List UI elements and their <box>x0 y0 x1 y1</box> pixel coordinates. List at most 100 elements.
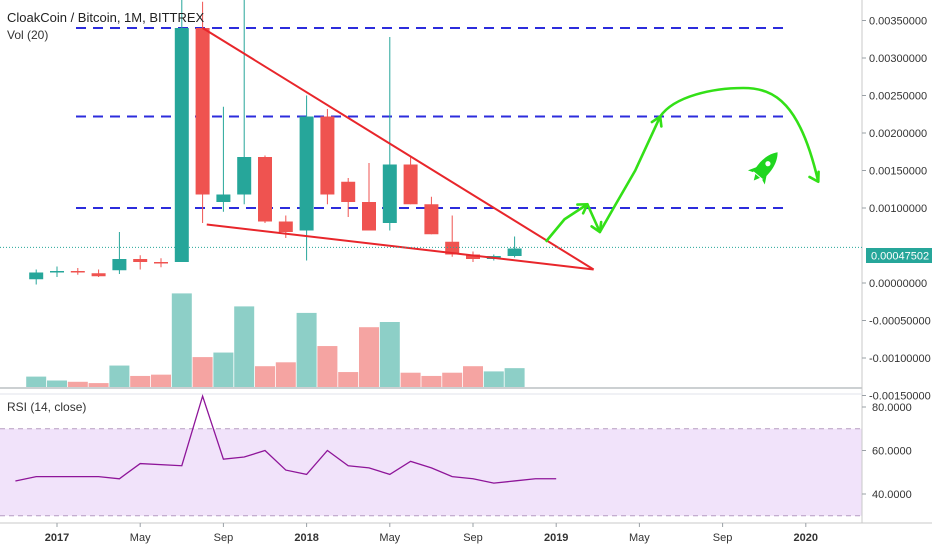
volume-bar <box>275 362 296 387</box>
candle <box>382 37 397 231</box>
time-tick-label: May <box>130 532 151 544</box>
volume-bars <box>26 293 525 387</box>
candle-body <box>50 271 64 273</box>
time-tick-label: Sep <box>463 532 483 544</box>
volume-bar <box>26 376 47 387</box>
candle-body <box>237 157 252 195</box>
volume-bar <box>171 293 192 387</box>
price-tick-label: 0.00250000 <box>869 91 927 103</box>
projection-arrowhead <box>808 170 820 184</box>
candle-body <box>29 272 44 280</box>
candle-body <box>299 116 314 231</box>
rsi-line <box>15 393 557 484</box>
time-axis[interactable]: 2017 May Sep 2018 May Sep 2019 May Sep 2020 <box>45 523 818 544</box>
candle <box>341 178 356 217</box>
candle <box>154 258 168 268</box>
volume-bar <box>504 368 525 387</box>
price-tick-label: -0.00050000 <box>869 316 931 328</box>
time-tick-label: 2020 <box>794 532 818 544</box>
price-tick-label: -0.00100000 <box>869 353 931 365</box>
time-tick-label: May <box>629 532 650 544</box>
candle <box>29 269 44 285</box>
volume-bar <box>296 312 317 387</box>
time-tick-label: 2018 <box>294 532 318 544</box>
volume-bar <box>421 375 442 387</box>
candle-body <box>507 248 522 256</box>
candle <box>174 0 189 262</box>
volume-bar <box>359 327 379 387</box>
candle <box>112 232 127 274</box>
candle-body <box>278 221 293 232</box>
volume-bar <box>400 372 421 387</box>
time-tick-label: May <box>379 532 400 544</box>
symbol-title[interactable]: CloakCoin / Bitcoin, 1M, BITTREX <box>7 10 205 25</box>
candle <box>133 255 148 270</box>
price-tick-label: 0.00100000 <box>869 203 927 215</box>
price-candles <box>29 0 522 285</box>
price-axis[interactable]: 0.004500000.004000000.003500000.00300000… <box>862 0 931 403</box>
rsi-band <box>0 428 862 516</box>
candle <box>70 268 85 275</box>
wedge-lines <box>202 27 595 271</box>
candle-body <box>195 28 210 195</box>
volume-legend[interactable]: Vol (20) <box>7 28 48 42</box>
projection-arc <box>659 86 820 183</box>
volume-bar <box>151 374 171 387</box>
candle-body <box>424 204 439 235</box>
volume-bar <box>192 357 213 387</box>
price-tick-label: 0.00000000 <box>869 278 927 290</box>
rsi-tick-label: 80.0000 <box>872 402 912 414</box>
candle <box>237 0 252 205</box>
price-tick-label: 0.00300000 <box>869 53 927 65</box>
candle-body <box>112 259 127 271</box>
volume-bar <box>255 366 275 387</box>
candle-body <box>466 254 480 259</box>
volume-bar <box>67 381 88 387</box>
candle-body <box>382 164 397 223</box>
candle <box>299 95 314 261</box>
candle <box>195 1 210 223</box>
candle <box>424 196 439 235</box>
price-tick-label: 0.00150000 <box>869 166 927 178</box>
volume-bar <box>442 372 463 387</box>
candle <box>466 251 480 262</box>
volume-bar <box>47 380 67 387</box>
candle-body <box>133 259 148 262</box>
price-tick-label: 0.00200000 <box>869 128 927 140</box>
wedge-line <box>206 223 594 271</box>
volume-bar <box>213 352 234 387</box>
candle <box>403 155 418 205</box>
volume-bar <box>234 306 255 387</box>
time-tick-label: Sep <box>713 532 733 544</box>
candle-body <box>341 181 356 202</box>
time-tick-label: Sep <box>214 532 234 544</box>
price-tick-label: 0.00350000 <box>869 16 927 28</box>
candle <box>507 236 522 258</box>
rsi-legend[interactable]: RSI (14, close) <box>7 400 86 414</box>
projection-arrowhead <box>590 220 603 234</box>
candle-body <box>174 28 189 262</box>
price-tick-label: -0.00150000 <box>869 391 931 403</box>
rocket-icon <box>747 152 778 185</box>
volume-bar <box>379 322 400 387</box>
projection-arrowhead <box>576 202 589 215</box>
candle <box>362 163 376 231</box>
candle <box>258 155 272 223</box>
last-price-value: 0.00047502 <box>871 251 929 263</box>
rsi-tick-label: 40.0000 <box>872 489 912 501</box>
candle-body <box>445 241 460 255</box>
rsi-axis[interactable]: 80.0000 60.0000 40.0000 <box>862 402 912 501</box>
time-tick-label: 2017 <box>45 532 69 544</box>
volume-bar <box>463 366 483 387</box>
candle <box>91 269 106 277</box>
candle-body <box>403 164 418 205</box>
volume-bar <box>338 372 359 387</box>
rsi-tick-label: 60.0000 <box>872 446 912 458</box>
volume-bar <box>88 383 109 387</box>
volume-bar <box>109 365 130 387</box>
projection-arrows <box>544 86 820 243</box>
candle <box>320 109 335 205</box>
candle-body <box>320 116 335 195</box>
